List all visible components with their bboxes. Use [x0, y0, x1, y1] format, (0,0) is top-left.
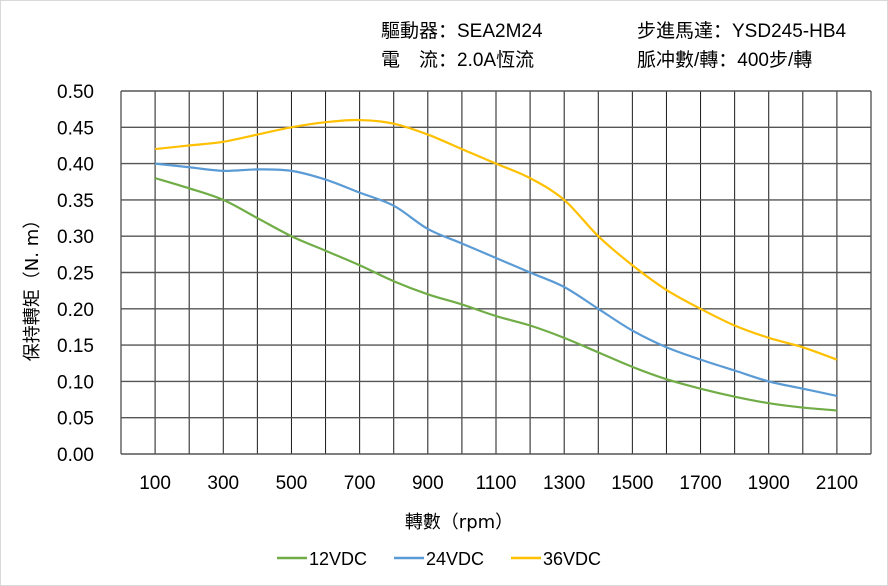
y-tick-label: 0.00 — [57, 445, 94, 466]
y-tick-label: 0.50 — [57, 82, 94, 103]
x-tick-label: 2100 — [816, 473, 858, 494]
x-tick-label: 100 — [139, 473, 171, 494]
x-tick-label: 1100 — [476, 473, 517, 494]
y-tick-label: 0.05 — [57, 409, 94, 430]
x-tick-label: 500 — [276, 473, 308, 494]
y-tick-label: 0.40 — [57, 155, 94, 176]
x-tick-label: 700 — [344, 473, 376, 494]
x-tick-label: 1900 — [748, 473, 790, 494]
driver-label: 驅動器：SEA2M24 — [381, 21, 543, 42]
y-tick-label: 0.20 — [57, 300, 94, 321]
series-line-36VDC — [154, 118, 838, 361]
x-tick-label: 1500 — [611, 473, 653, 494]
legend-label: 36VDC — [543, 549, 601, 569]
y-tick-label: 0.35 — [57, 191, 94, 212]
x-tick-label: 1300 — [543, 473, 585, 494]
motor-label: 步進馬達：YSD245-HB4 — [637, 21, 847, 42]
pulses-label: 脈冲數/轉：400步/轉 — [637, 50, 813, 71]
y-tick-label: 0.45 — [57, 118, 94, 139]
y-tick-label: 0.15 — [57, 336, 94, 357]
y-tick-label: 0.10 — [57, 372, 94, 393]
x-tick-label: 1700 — [679, 473, 721, 494]
x-tick-label: 300 — [207, 473, 239, 494]
legend-label: 24VDC — [426, 549, 484, 569]
current-label: 電 流：2.0A恆流 — [381, 50, 535, 71]
y-tick-label: 0.30 — [57, 227, 94, 248]
legend-label: 12VDC — [309, 549, 367, 569]
x-tick-label: 900 — [412, 473, 444, 494]
x-axis-label: 轉數（rpm） — [405, 512, 513, 533]
series-line-12VDC — [154, 177, 838, 412]
y-tick-label: 0.25 — [57, 264, 94, 285]
y-axis-label: 保持轉矩（N. m） — [22, 211, 43, 361]
series-line-24VDC — [154, 162, 838, 397]
